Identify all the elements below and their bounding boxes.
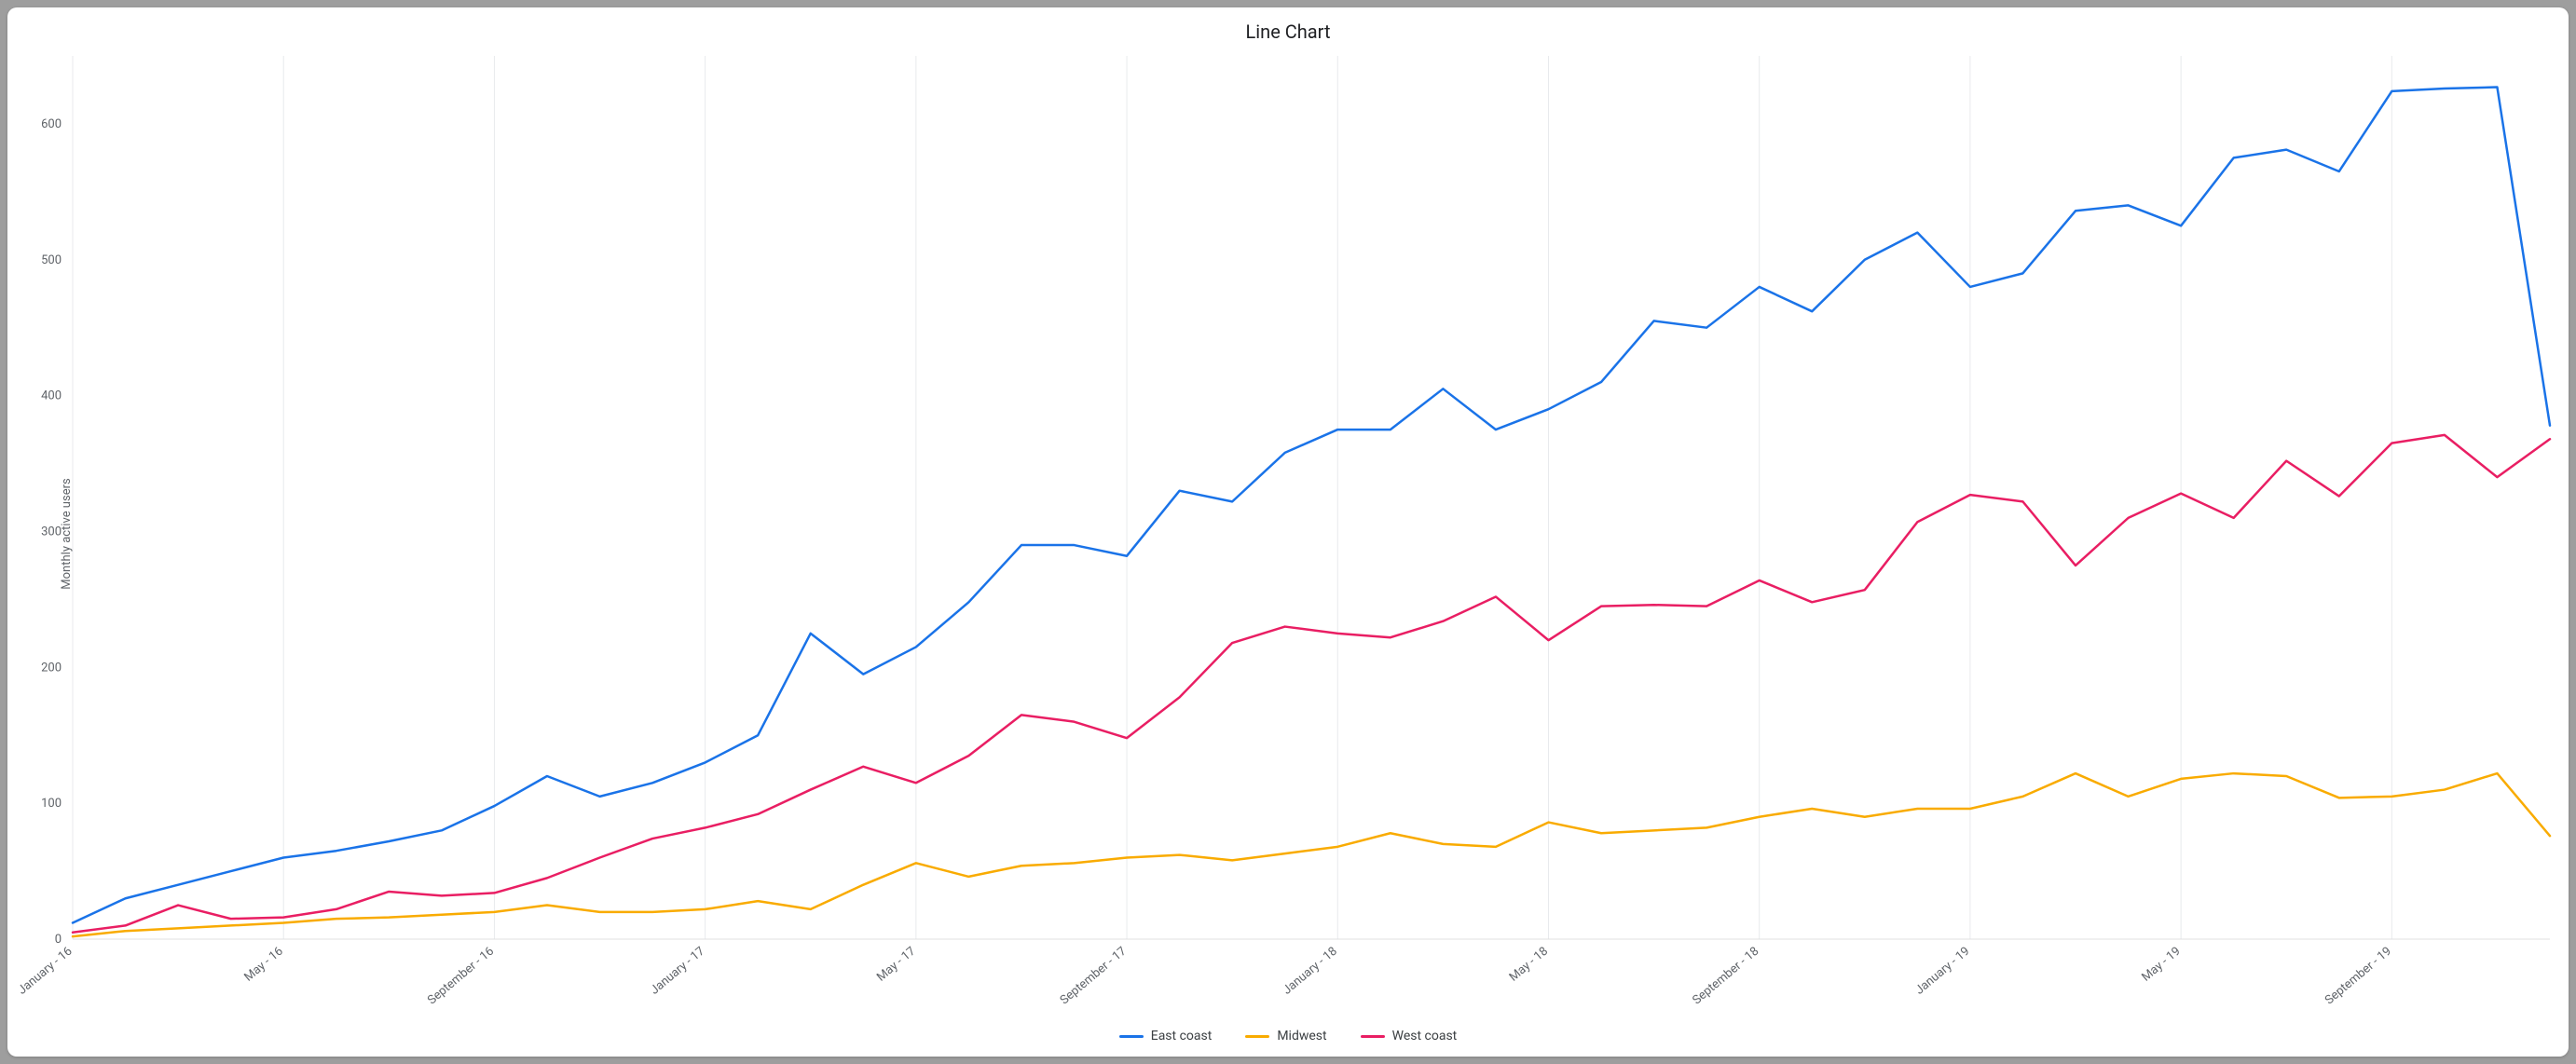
svg-text:May - 17: May - 17 xyxy=(874,945,918,985)
legend-item[interactable]: West coast xyxy=(1361,1029,1458,1044)
svg-text:September - 18: September - 18 xyxy=(1690,945,1761,1008)
svg-text:January - 19: January - 19 xyxy=(1912,945,1972,998)
series-line xyxy=(73,435,2550,933)
svg-text:May - 18: May - 18 xyxy=(1507,945,1551,985)
svg-text:January - 17: January - 17 xyxy=(648,945,707,998)
series-line xyxy=(73,773,2550,936)
chart-title: Line Chart xyxy=(7,7,2569,47)
chart-svg: 0 100 200 300 400 500 600 January - 16 May - 16 S… xyxy=(7,47,2569,1021)
legend-swatch xyxy=(1361,1035,1385,1038)
legend-label: East coast xyxy=(1151,1029,1213,1044)
svg-text:September - 19: September - 19 xyxy=(2323,945,2394,1008)
svg-text:400: 400 xyxy=(41,389,62,403)
svg-text:600: 600 xyxy=(41,117,62,131)
chart-legend: East coast Midwest West coast xyxy=(7,1021,2569,1057)
svg-text:January - 16: January - 16 xyxy=(16,945,75,998)
legend-item[interactable]: East coast xyxy=(1119,1029,1213,1044)
legend-swatch xyxy=(1245,1035,1269,1038)
legend-swatch xyxy=(1119,1035,1144,1038)
series-line xyxy=(73,88,2550,923)
legend-label: West coast xyxy=(1392,1029,1458,1044)
svg-text:May - 19: May - 19 xyxy=(2139,945,2183,985)
svg-text:200: 200 xyxy=(41,661,62,675)
svg-text:January - 18: January - 18 xyxy=(1281,945,1340,998)
svg-text:September - 16: September - 16 xyxy=(425,945,497,1008)
svg-text:300: 300 xyxy=(41,525,62,539)
svg-text:0: 0 xyxy=(55,933,62,947)
chart-plot-area: Monthly active users 0100200300400500600… xyxy=(7,47,2569,1021)
svg-text:500: 500 xyxy=(41,253,62,267)
svg-text:May - 16: May - 16 xyxy=(241,945,285,985)
chart-card: Line Chart Monthly active users 01002003… xyxy=(7,7,2569,1057)
legend-label: Midwest xyxy=(1277,1029,1326,1044)
svg-text:100: 100 xyxy=(41,797,62,811)
legend-item[interactable]: Midwest xyxy=(1245,1029,1326,1044)
svg-text:September - 17: September - 17 xyxy=(1058,945,1130,1008)
